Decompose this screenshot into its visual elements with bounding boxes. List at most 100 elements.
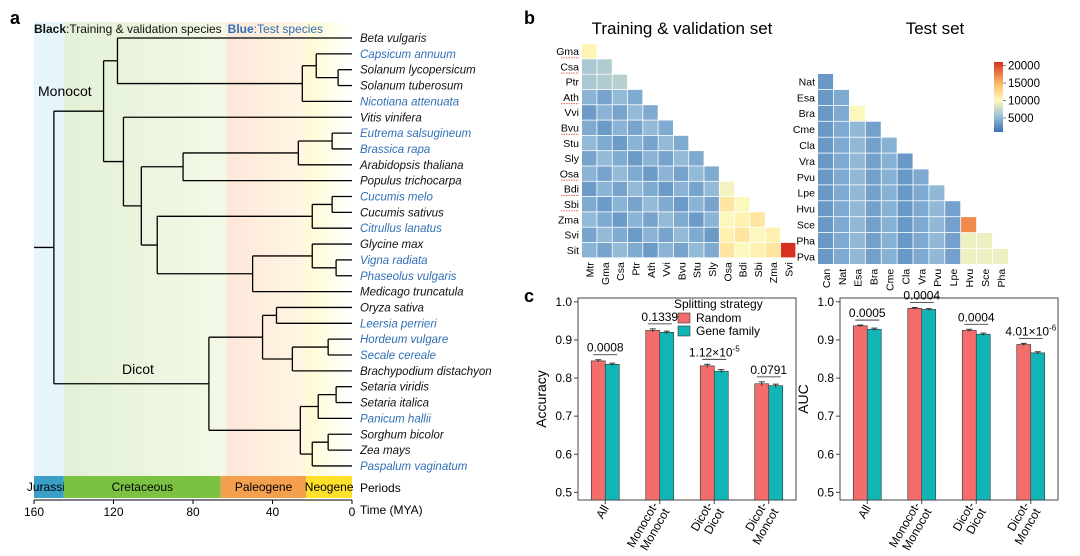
heatmap-cell <box>658 181 673 197</box>
heatmap-cell <box>897 201 913 217</box>
heatmap-cell <box>597 74 612 90</box>
tree-background <box>34 22 352 476</box>
species-label: Brachypodium distachyon <box>360 366 492 378</box>
heatmap-cell <box>658 120 673 135</box>
period-segment <box>306 476 352 498</box>
bar <box>604 364 620 501</box>
tree-legend: Black:Training & validation species Blue:… <box>34 22 323 36</box>
heatmap-cell <box>929 185 945 201</box>
heatmap-cell <box>582 166 597 181</box>
heatmap-cell <box>643 242 658 258</box>
heatmap-test-title: Test set <box>906 19 965 38</box>
heatmap-cell <box>643 227 658 243</box>
heatmap-row-label: Nat <box>799 76 815 88</box>
heatmap-cell <box>865 233 881 249</box>
time-tick-label: 120 <box>103 505 123 519</box>
heatmap-cell <box>913 248 929 264</box>
heatmap-cell <box>913 169 929 185</box>
colorbar-tick-label: 20000 <box>1008 61 1040 73</box>
heatmap-cell <box>818 105 834 121</box>
y-tick-label: 1.0 <box>555 295 572 309</box>
p-value-label: 0.0004 <box>903 289 940 303</box>
heatmap-col-label: Bvu <box>676 262 688 280</box>
tree-branches <box>34 37 352 467</box>
heatmap-cell <box>765 227 781 243</box>
heatmap-cell <box>658 166 673 181</box>
heatmap-col-label: Bra <box>869 269 881 286</box>
heatmap-cell <box>612 197 628 212</box>
heatmap-col-label: Ath <box>646 262 658 278</box>
heatmap-col-label: Stu <box>692 262 704 278</box>
heatmap-cell <box>833 153 849 169</box>
bar <box>1030 352 1046 501</box>
species-label: Phaseolus vulgaris <box>360 271 457 283</box>
heatmap-row-label: Vvi <box>564 107 579 119</box>
heatmap-cell <box>597 181 612 197</box>
heatmap-cell <box>597 135 612 151</box>
heatmap-cell <box>612 212 628 227</box>
heatmap-cell <box>818 74 834 90</box>
heatmap-cell <box>865 185 881 201</box>
heatmap-cell <box>627 212 643 227</box>
heatmap-cell <box>612 89 628 105</box>
legend-swatch <box>677 312 691 324</box>
heatmap-cell <box>719 197 735 212</box>
species-label: Zea mays <box>359 445 411 457</box>
species-label: Medicago truncatula <box>360 287 464 299</box>
heatmap-cell <box>612 151 628 166</box>
species-label: Populus trichocarpa <box>360 176 462 188</box>
heatmap-cell <box>658 242 673 258</box>
heatmap-cell <box>582 135 597 151</box>
heatmap-cell <box>627 89 643 105</box>
bar <box>852 325 868 501</box>
heatmap-col-label: Osa <box>722 262 734 281</box>
heatmap-row-label: Csa <box>560 61 579 73</box>
bar <box>866 328 882 501</box>
period-name: Neogene <box>305 480 354 494</box>
heatmap-cell <box>704 197 719 212</box>
heatmap-cell <box>643 120 658 135</box>
heatmap-cell <box>612 120 628 135</box>
species-label: Citrullus lanatus <box>360 223 442 235</box>
heatmap-cell <box>597 197 612 212</box>
heatmap-cell <box>881 233 897 249</box>
heatmap-cell <box>818 121 834 137</box>
bar <box>961 330 977 501</box>
heatmap-cell <box>929 217 945 233</box>
heatmap-row-label: Ptr <box>566 77 580 89</box>
heatmap-cell <box>597 227 612 243</box>
bar <box>768 385 784 501</box>
heatmap-col-label: Csa <box>615 262 627 281</box>
x-tick-label: Dicot-Moncot <box>1000 499 1043 547</box>
heatmap-cell <box>719 242 735 258</box>
heatmap-cell <box>612 135 628 151</box>
x-tick-label: All <box>855 503 874 522</box>
period-segment <box>63 476 221 498</box>
p-value-label: 4.01×10-6 <box>1005 323 1056 338</box>
heatmap-row-label: Sly <box>564 153 579 165</box>
heatmap-cell <box>929 248 945 264</box>
species-label: Glycine max <box>360 239 425 251</box>
x-tick-label: Dicot-Dicot <box>688 499 727 540</box>
heatmap-col-label: Esa <box>853 269 865 287</box>
heatmap-cell <box>833 105 849 121</box>
panel-label-a: a <box>10 8 21 28</box>
heatmap-cell <box>865 201 881 217</box>
heatmap-cell <box>689 227 704 243</box>
heatmap-cell <box>689 197 704 212</box>
heatmap-cell <box>881 217 897 233</box>
legend-title: Splitting strategy <box>674 297 763 311</box>
heatmap-cell <box>833 217 849 233</box>
y-tick-label: 0.9 <box>817 333 834 347</box>
heatmap-cell <box>818 185 834 201</box>
legend-entry: Random <box>696 311 741 325</box>
heatmap-cell <box>582 44 597 59</box>
heatmap-col-label: Nat <box>837 269 849 285</box>
y-tick-label: 0.5 <box>817 485 834 499</box>
species-label: Nicotiana attenuata <box>360 96 459 108</box>
heatmap-cell <box>689 166 704 181</box>
heatmap-cell <box>945 233 961 249</box>
y-tick-label: 1.0 <box>817 295 834 309</box>
heatmap-row-label: Zma <box>558 214 579 226</box>
